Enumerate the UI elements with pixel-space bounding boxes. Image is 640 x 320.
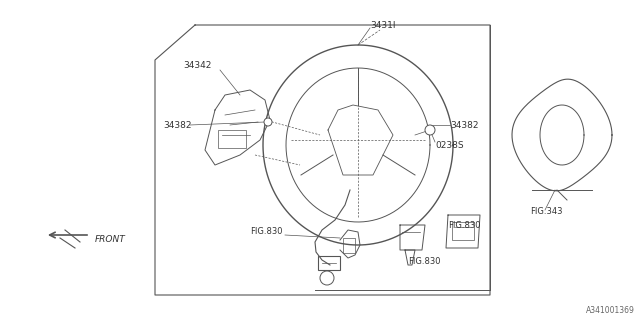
Text: FIG.830: FIG.830	[250, 228, 282, 236]
Text: 34382: 34382	[163, 121, 191, 130]
Text: 0238S: 0238S	[435, 140, 463, 149]
Text: A341001369: A341001369	[586, 306, 635, 315]
Bar	[218, 130, 246, 148]
Text: FIG.830: FIG.830	[448, 220, 481, 229]
Bar	[452, 222, 474, 240]
Bar	[318, 256, 340, 270]
Text: FIG.830: FIG.830	[408, 258, 440, 267]
Text: FRONT: FRONT	[95, 236, 125, 244]
Circle shape	[320, 271, 334, 285]
Text: 34342: 34342	[183, 60, 211, 69]
Text: 34382: 34382	[450, 121, 479, 130]
Circle shape	[425, 125, 435, 135]
Text: FIG.343: FIG.343	[530, 207, 563, 217]
Circle shape	[264, 118, 272, 126]
Text: 3431I: 3431I	[370, 20, 396, 29]
Bar	[343, 238, 355, 253]
